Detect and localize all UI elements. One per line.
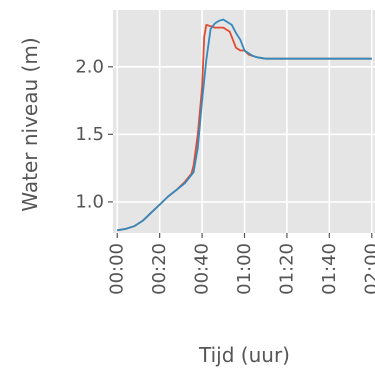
y-axis-label: Water niveau (m) <box>18 37 42 211</box>
y-tick-label: 2.0 <box>75 56 104 77</box>
x-tick-label: 02:00 <box>361 243 375 295</box>
y-axis-ticks: 1.0 1.5 2.0 <box>75 56 113 212</box>
x-axis-label: Tijd (uur) <box>198 343 290 367</box>
series-group <box>117 18 372 232</box>
x-tick-label: 01:40 <box>319 243 340 295</box>
x-axis-ticks: 00:00 00:20 00:40 01:00 01:20 01:40 02:00 <box>107 233 375 295</box>
series-line-2 <box>117 18 372 232</box>
x-tick-label: 01:20 <box>276 243 297 295</box>
x-tick-label: 00:00 <box>107 243 128 295</box>
x-tick-label: 00:20 <box>149 243 170 295</box>
grid <box>113 10 375 233</box>
y-tick-label: 1.5 <box>75 124 104 145</box>
x-tick-label: 00:40 <box>192 243 213 295</box>
y-tick-label: 1.0 <box>75 191 104 212</box>
x-tick-label: 01:00 <box>234 243 255 295</box>
